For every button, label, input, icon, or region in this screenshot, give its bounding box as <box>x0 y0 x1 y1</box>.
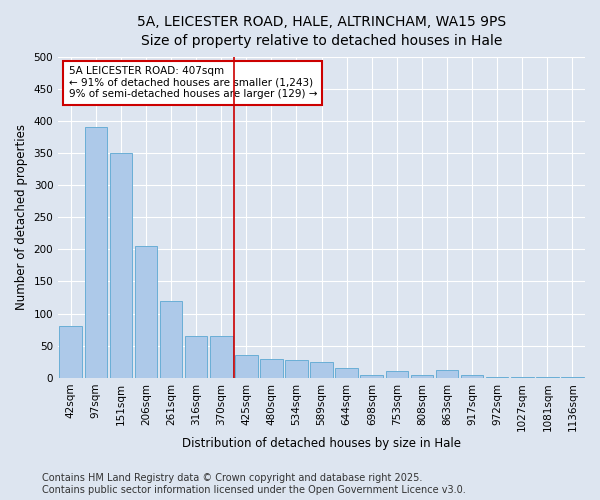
Bar <box>59 326 82 378</box>
Bar <box>160 300 182 378</box>
Bar <box>386 372 408 378</box>
Bar <box>85 128 107 378</box>
Bar <box>185 336 208 378</box>
Bar <box>561 376 584 378</box>
Text: Contains HM Land Registry data © Crown copyright and database right 2025.
Contai: Contains HM Land Registry data © Crown c… <box>42 474 466 495</box>
Title: 5A, LEICESTER ROAD, HALE, ALTRINCHAM, WA15 9PS
Size of property relative to deta: 5A, LEICESTER ROAD, HALE, ALTRINCHAM, WA… <box>137 15 506 48</box>
Bar <box>536 376 559 378</box>
Bar <box>285 360 308 378</box>
Bar <box>410 374 433 378</box>
Bar <box>260 358 283 378</box>
Bar <box>210 336 233 378</box>
Text: 5A LEICESTER ROAD: 407sqm
← 91% of detached houses are smaller (1,243)
9% of sem: 5A LEICESTER ROAD: 407sqm ← 91% of detac… <box>69 66 317 100</box>
Bar <box>486 376 508 378</box>
Bar <box>436 370 458 378</box>
Bar <box>335 368 358 378</box>
Bar <box>235 356 257 378</box>
Bar <box>310 362 333 378</box>
Bar <box>461 374 484 378</box>
Bar <box>110 153 132 378</box>
Bar <box>361 374 383 378</box>
Bar <box>511 376 533 378</box>
Bar <box>134 246 157 378</box>
X-axis label: Distribution of detached houses by size in Hale: Distribution of detached houses by size … <box>182 437 461 450</box>
Y-axis label: Number of detached properties: Number of detached properties <box>15 124 28 310</box>
